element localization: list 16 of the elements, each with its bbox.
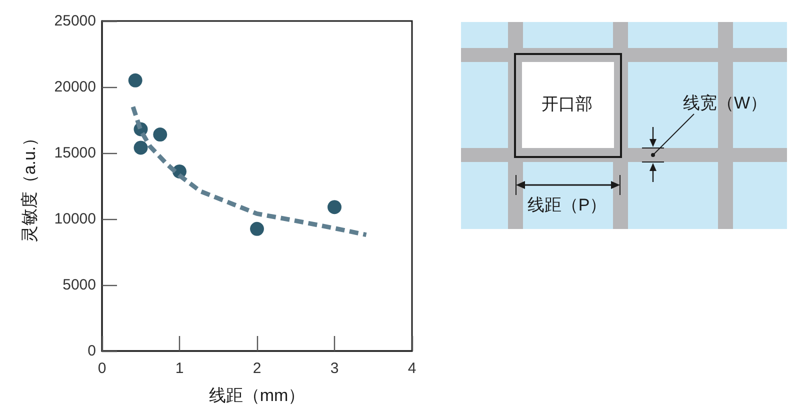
x-tick-label: 1 <box>175 360 184 377</box>
y-tick-label: 5000 <box>62 276 96 294</box>
x-tick-label: 0 <box>98 360 106 377</box>
y-tick-label: 10000 <box>54 210 96 228</box>
x-tick-label: 3 <box>330 360 339 377</box>
y-axis-title: 灵敏度（a.u.） <box>20 129 39 243</box>
x-axis-title: 线距（mm） <box>208 386 306 405</box>
text: 线宽（W） <box>682 94 768 114</box>
y-tick-label: 20000 <box>54 78 96 96</box>
text: 线距（P） <box>527 196 607 216</box>
y-tick-label: 0 <box>88 342 96 360</box>
y-tick-label: 15000 <box>54 144 96 162</box>
x-tick-label: 2 <box>252 360 262 377</box>
text: 开口部 <box>542 94 592 114</box>
x-tick-label: 4 <box>408 360 416 377</box>
y-tick-label: 25000 <box>54 12 96 30</box>
